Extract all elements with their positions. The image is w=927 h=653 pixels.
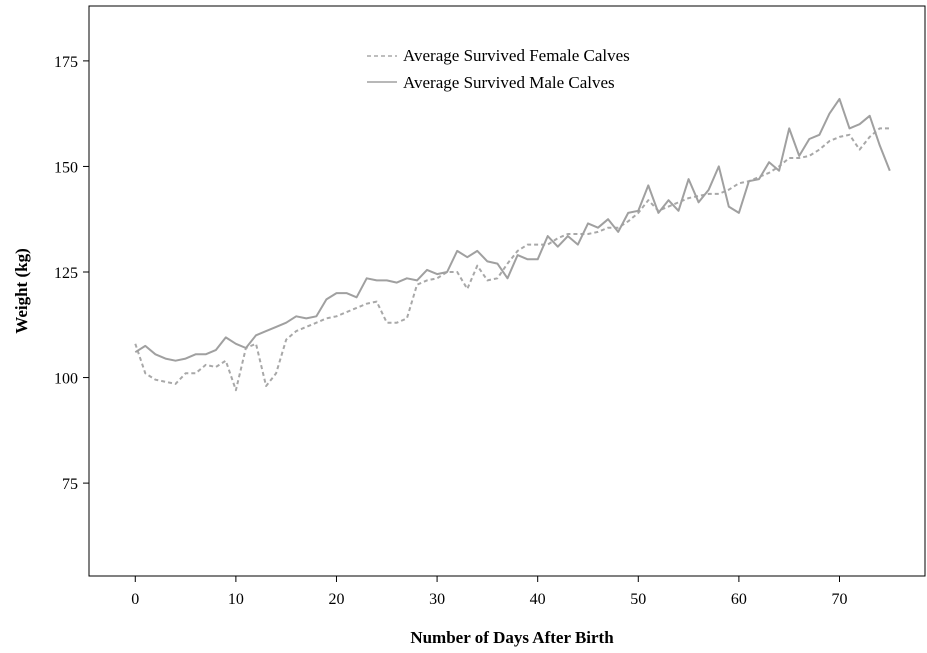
legend-label-female: Average Survived Female Calves (403, 46, 630, 65)
x-tick-label: 50 (630, 591, 646, 608)
axis-layer: 0 10 20 30 40 50 60 70 75 100 125 150 175 (54, 54, 847, 608)
x-tick-label: 0 (131, 591, 139, 608)
x-tick-label: 70 (831, 591, 847, 608)
x-tick-label: 30 (429, 591, 445, 608)
x-tick-label: 20 (328, 591, 344, 608)
y-tick-label: 125 (54, 265, 78, 282)
legend-label-male: Average Survived Male Calves (403, 73, 615, 92)
y-tick-label: 75 (62, 476, 78, 493)
series-line-male (134, 97, 891, 362)
y-axis-title: Weight (kg) (12, 248, 31, 333)
series-layer (134, 97, 891, 392)
legend: Average Survived Female Calves Average S… (367, 46, 630, 92)
x-tick-label: 10 (228, 591, 244, 608)
y-tick-label: 175 (54, 54, 78, 71)
y-tick-label: 100 (54, 371, 78, 388)
series-line-female (134, 127, 890, 392)
x-axis-title: Number of Days After Birth (410, 628, 614, 647)
x-tick-label: 60 (731, 591, 747, 608)
plot-frame (88, 5, 926, 577)
y-tick-label: 150 (54, 159, 78, 176)
x-tick-label: 40 (530, 591, 546, 608)
